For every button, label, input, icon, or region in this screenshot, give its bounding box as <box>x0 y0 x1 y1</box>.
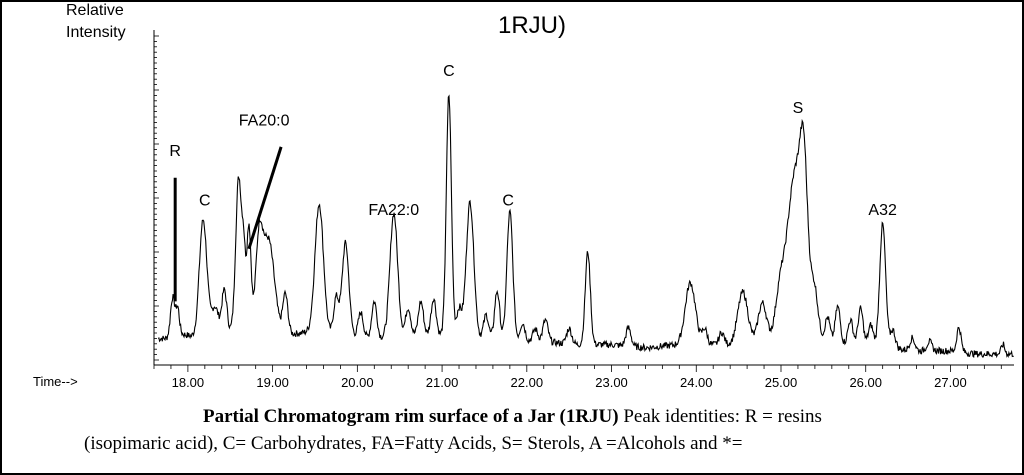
trace-group <box>157 94 1014 359</box>
caption-bold: Partial Chromatogram rim surface of a Ja… <box>203 406 619 427</box>
y-axis-label-line1: Relative <box>66 2 124 19</box>
y-axis-label-line2: Intensity <box>66 24 126 41</box>
caption-line1: Partial Chromatogram rim surface of a Ja… <box>203 406 822 428</box>
x-tick-label: 25.00 <box>765 375 798 390</box>
x-tick-label: 23.00 <box>595 375 628 390</box>
peak-leader-line <box>247 146 283 250</box>
chromatogram-trace <box>157 94 1014 359</box>
x-tick-label: 27.00 <box>934 375 967 390</box>
x-tick-label: 26.00 <box>849 375 882 390</box>
caption-line2: (isopimaric acid), C= Carbohydrates, FA=… <box>84 433 743 454</box>
peak-label: C <box>199 193 211 210</box>
x-tick-label: 18.00 <box>172 375 205 390</box>
x-tick-label: 22.00 <box>511 375 544 390</box>
caption-rest: Peak identities: R = resins <box>618 406 822 427</box>
peak-label: A32 <box>868 202 897 219</box>
x-axis-label: Time--> <box>33 374 78 389</box>
peak-label: S <box>793 100 804 117</box>
x-tick-label: 24.00 <box>680 375 713 390</box>
peak-label: C <box>502 193 514 210</box>
peak-label: FA20:0 <box>239 112 290 129</box>
x-ticks: 18.00 19.00 20.00 21.00 22.00 23.00 24.00 25.00… <box>153 365 1002 390</box>
peak-label: R <box>169 143 181 160</box>
axes <box>153 30 1014 366</box>
x-tick-label: 20.00 <box>341 375 374 390</box>
x-tick-label: 19.00 <box>256 375 289 390</box>
x-tick-label: 21.00 <box>426 375 459 390</box>
chart-title: 1RJU) <box>498 12 566 39</box>
peak-labels: R C FA20:0 FA22:0 C C S A32 <box>169 63 897 302</box>
peak-label: FA22:0 <box>368 202 419 219</box>
peak-label: C <box>443 63 455 80</box>
